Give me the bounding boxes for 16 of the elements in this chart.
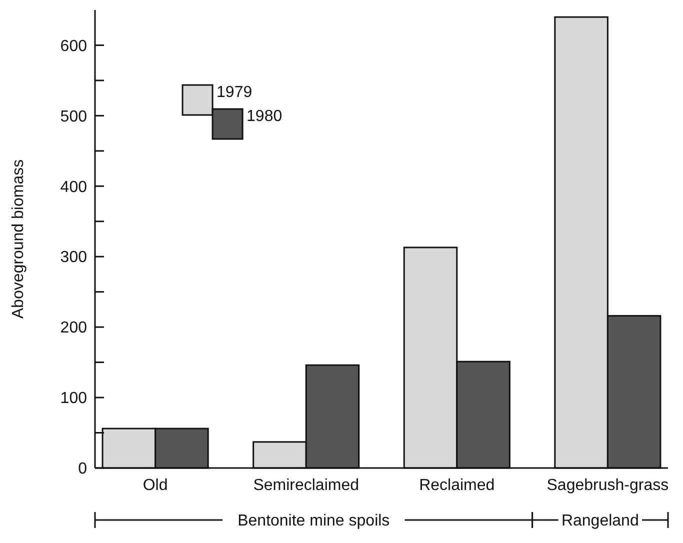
y-tick-label: 200 [60, 320, 88, 337]
y-tick-label: 0 [78, 460, 88, 478]
text: Bentonite mine spoils [238, 512, 390, 530]
y-tick-label: 100 [60, 390, 88, 408]
y-tick-label: 500 [60, 108, 88, 126]
y-tick-label: 300 [60, 249, 88, 266]
x-tick-label: Sagebrush-grass [546, 477, 669, 494]
y-tick-label: 600 [60, 38, 88, 55]
text: Rangeland [561, 512, 639, 530]
legend-label: 1980 [246, 108, 282, 125]
x-tick-label: Reclaimed [419, 477, 495, 494]
x-tick-label: Semireclaimed [253, 477, 360, 494]
legend-label: 1979 [216, 84, 252, 101]
y-axis-title: Aboveground biomass [10, 159, 27, 319]
x-tick-label: Old [142, 477, 168, 494]
y-tick-label: 400 [60, 178, 88, 196]
